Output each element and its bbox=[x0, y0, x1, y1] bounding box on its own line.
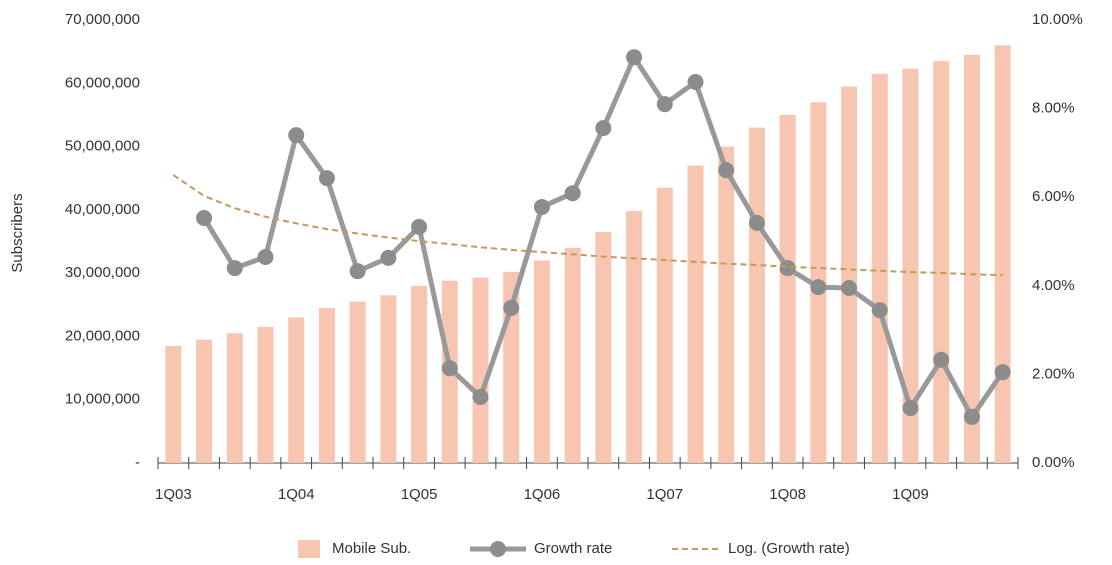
line-marker bbox=[288, 127, 305, 144]
line-marker bbox=[472, 388, 489, 405]
line-marker bbox=[318, 170, 335, 187]
x-tick-label: 1Q08 bbox=[769, 486, 806, 503]
line-marker bbox=[503, 299, 520, 316]
line bbox=[172, 174, 1003, 277]
legend-label: Mobile Sub. bbox=[332, 540, 411, 557]
line-marker bbox=[380, 249, 397, 266]
y-tick-label: 40,000,000 bbox=[65, 201, 140, 218]
line-marker bbox=[933, 351, 950, 368]
line-marker bbox=[871, 302, 888, 319]
bar bbox=[841, 86, 858, 463]
y-tick-label: 60,000,000 bbox=[65, 74, 140, 91]
bar bbox=[933, 61, 950, 464]
bar bbox=[687, 165, 704, 464]
bar bbox=[196, 339, 213, 463]
bar bbox=[595, 232, 612, 463]
y-tick-label: 70,000,000 bbox=[65, 11, 140, 28]
line-marker bbox=[656, 96, 673, 113]
x-tick-label: 1Q04 bbox=[278, 486, 315, 503]
bar bbox=[718, 146, 735, 464]
x-tick-label: 1Q09 bbox=[892, 486, 929, 503]
bar bbox=[533, 260, 550, 463]
x-tick-label: 1Q03 bbox=[155, 486, 192, 503]
y-tick-label: - bbox=[135, 454, 140, 471]
line-marker bbox=[196, 210, 213, 227]
y2-tick-label: 4.00% bbox=[1032, 277, 1075, 294]
line-marker bbox=[257, 249, 274, 266]
bar bbox=[779, 114, 796, 463]
line-marker bbox=[626, 49, 643, 66]
y2-tick-label: 0.00% bbox=[1032, 454, 1075, 471]
legend-label: Growth rate bbox=[534, 540, 612, 557]
line-marker bbox=[994, 364, 1011, 381]
bar bbox=[656, 187, 673, 463]
line-marker bbox=[564, 185, 581, 202]
y2-tick-label: 8.00% bbox=[1032, 100, 1075, 117]
line-marker bbox=[441, 360, 458, 377]
bar bbox=[411, 285, 428, 463]
y-tick-label: 10,000,000 bbox=[65, 391, 140, 408]
line-marker bbox=[841, 280, 858, 297]
line-marker bbox=[963, 408, 980, 425]
line-marker bbox=[687, 74, 704, 91]
y2-tick-label: 6.00% bbox=[1032, 188, 1075, 205]
y-tick-label: 30,000,000 bbox=[65, 264, 140, 281]
legend-marker bbox=[490, 541, 506, 557]
y-tick-label: 50,000,000 bbox=[65, 138, 140, 155]
line-marker bbox=[595, 120, 612, 137]
line-marker bbox=[779, 260, 796, 277]
bar bbox=[472, 277, 489, 463]
bar bbox=[871, 73, 888, 464]
bar bbox=[564, 247, 581, 463]
legend-swatch bbox=[298, 540, 320, 558]
bar bbox=[318, 307, 335, 463]
y2-tick-label: 10.00% bbox=[1032, 11, 1083, 28]
bar bbox=[626, 211, 643, 463]
legend-label: Log. (Growth rate) bbox=[728, 540, 850, 557]
x-tick-label: 1Q06 bbox=[524, 486, 561, 503]
y-axis-label: Subscribers bbox=[9, 193, 26, 272]
bar bbox=[226, 333, 243, 463]
bar bbox=[963, 54, 980, 464]
bar bbox=[349, 301, 366, 463]
line-marker bbox=[718, 162, 735, 179]
y-tick-label: 20,000,000 bbox=[65, 327, 140, 344]
bar bbox=[380, 295, 397, 463]
bar bbox=[165, 345, 182, 463]
line-marker bbox=[226, 260, 243, 277]
bar bbox=[288, 317, 305, 463]
bar bbox=[902, 68, 919, 463]
line-marker bbox=[349, 263, 366, 280]
line-marker bbox=[748, 214, 765, 231]
bar bbox=[257, 326, 274, 463]
bar bbox=[994, 45, 1011, 464]
line-marker bbox=[902, 400, 919, 417]
x-tick-label: 1Q05 bbox=[401, 486, 438, 503]
y2-tick-label: 2.00% bbox=[1032, 365, 1075, 382]
line-marker bbox=[533, 198, 550, 215]
line-marker bbox=[810, 279, 827, 296]
bar bbox=[748, 127, 765, 463]
line-marker bbox=[411, 218, 428, 235]
x-tick-label: 1Q07 bbox=[646, 486, 683, 503]
